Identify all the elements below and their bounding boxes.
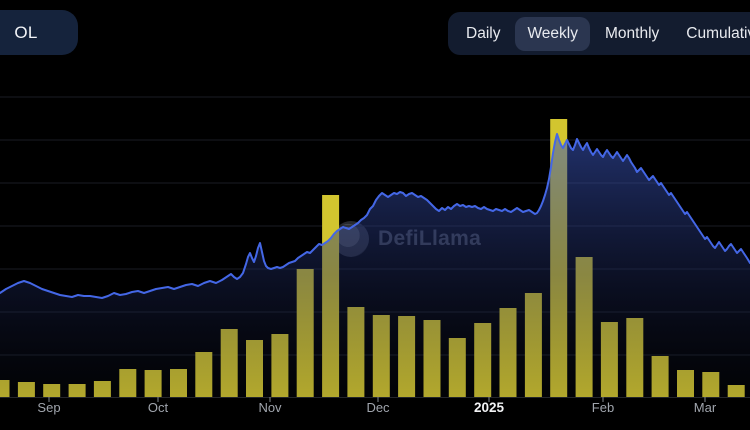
- price-line: [0, 133, 750, 299]
- tab-cumulative[interactable]: Cumulative: [674, 17, 750, 51]
- denomination-button-label: OL: [14, 22, 38, 42]
- interval-tab-group: Daily Weekly Monthly Cumulative: [448, 12, 750, 55]
- line-area-fill: [0, 134, 750, 397]
- tab-monthly[interactable]: Monthly: [593, 17, 671, 51]
- tab-daily[interactable]: Daily: [454, 17, 512, 51]
- tab-weekly[interactable]: Weekly: [515, 16, 590, 51]
- denomination-button[interactable]: OL: [0, 10, 78, 55]
